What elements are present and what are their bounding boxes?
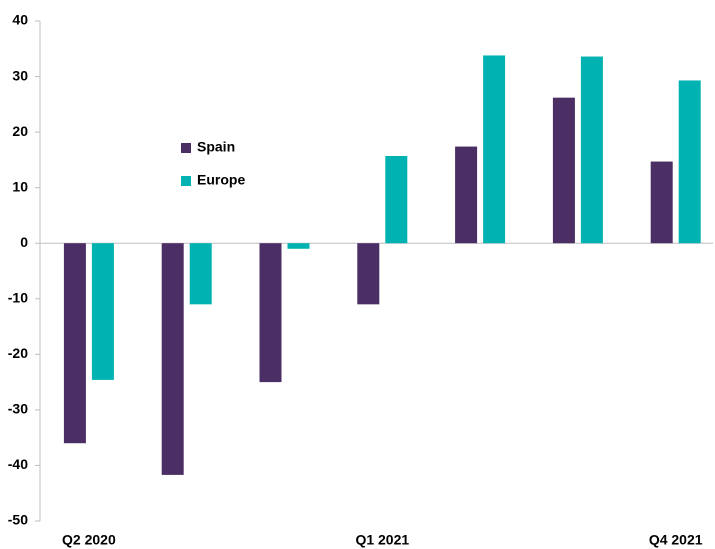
bar bbox=[678, 80, 701, 244]
x-tick-label: Q2 2020 bbox=[62, 532, 116, 548]
bar bbox=[357, 243, 380, 305]
y-tick-label: 0 bbox=[20, 234, 28, 250]
bar bbox=[580, 56, 603, 244]
bar bbox=[91, 243, 114, 380]
bar bbox=[63, 243, 86, 444]
y-tick-label: -50 bbox=[8, 512, 28, 528]
bar bbox=[650, 161, 673, 244]
x-tick-label: Q4 2021 bbox=[649, 532, 703, 548]
y-tick-label: 40 bbox=[12, 12, 28, 28]
y-tick-label: -40 bbox=[8, 456, 28, 472]
legend-swatch bbox=[181, 176, 191, 186]
bar bbox=[552, 97, 575, 244]
bar bbox=[189, 243, 212, 305]
bar bbox=[161, 243, 184, 475]
legend-label: Spain bbox=[197, 139, 235, 155]
bar bbox=[455, 146, 478, 244]
y-tick-label: 30 bbox=[12, 67, 28, 83]
bar bbox=[385, 156, 408, 244]
y-tick-label: -10 bbox=[8, 289, 28, 305]
y-tick-label: 20 bbox=[12, 123, 28, 139]
legend-label: Europe bbox=[197, 172, 245, 188]
bar bbox=[287, 243, 310, 249]
legend-swatch bbox=[181, 143, 191, 153]
y-tick-label: 10 bbox=[12, 178, 28, 194]
y-tick-label: -20 bbox=[8, 345, 28, 361]
y-tick-label: -30 bbox=[8, 401, 28, 417]
bar bbox=[259, 243, 282, 383]
x-tick-label: Q1 2021 bbox=[355, 532, 409, 548]
bar bbox=[483, 55, 506, 244]
